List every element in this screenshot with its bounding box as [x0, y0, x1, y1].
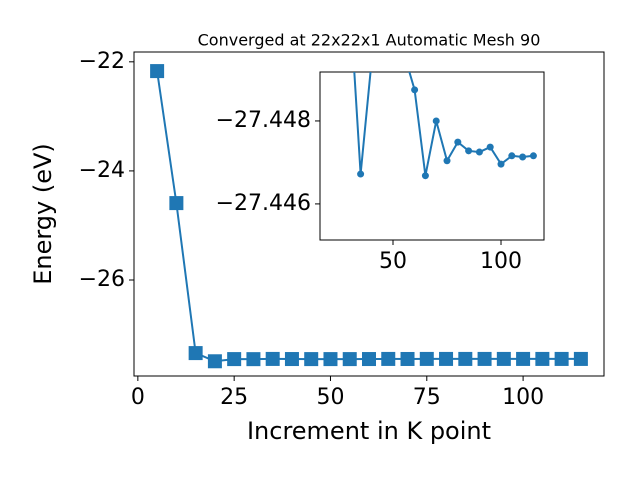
marker: [529, 152, 537, 160]
chart-title: Converged at 22x22x1 Automatic Mesh 90: [198, 31, 541, 50]
marker: [150, 64, 165, 79]
marker: [342, 352, 357, 367]
y-tick-label: −22: [79, 49, 125, 74]
x-tick-label: 50: [379, 249, 407, 274]
marker: [188, 346, 203, 361]
marker: [304, 352, 319, 367]
marker: [535, 351, 550, 366]
marker: [496, 351, 511, 366]
marker: [497, 160, 505, 168]
x-tick-label: 100: [480, 249, 522, 274]
x-tick-label: 0: [131, 385, 145, 410]
marker: [554, 351, 569, 366]
marker: [411, 86, 419, 94]
x-tick-label: 25: [220, 385, 248, 410]
x-tick-label: 75: [413, 385, 441, 410]
marker: [357, 170, 365, 178]
x-tick-label: 100: [502, 385, 544, 410]
y-tick-label: −27.448: [216, 108, 311, 133]
marker: [169, 196, 184, 211]
marker: [439, 351, 454, 366]
marker: [573, 351, 588, 366]
y-tick-label: −27.446: [216, 191, 311, 216]
marker: [265, 351, 280, 366]
marker: [454, 138, 462, 146]
marker: [362, 352, 376, 367]
marker: [284, 352, 299, 367]
y-tick-label: −26: [79, 267, 125, 292]
y-axis-label: Energy (eV): [29, 143, 57, 285]
marker: [519, 153, 527, 161]
marker: [465, 147, 473, 155]
marker: [400, 351, 415, 366]
marker: [486, 143, 494, 151]
axes-frame: [319, 71, 545, 241]
marker: [419, 351, 434, 366]
marker: [227, 352, 242, 367]
marker: [421, 172, 429, 180]
marker: [508, 152, 516, 160]
marker: [323, 352, 338, 367]
plot-area: [353, 72, 537, 180]
marker: [477, 351, 492, 366]
marker: [381, 351, 396, 366]
marker: [475, 148, 483, 156]
marker: [458, 351, 473, 366]
plot-area: [150, 64, 588, 369]
marker: [443, 157, 451, 165]
x-axis-label: Increment in K point: [247, 417, 491, 445]
marker: [432, 117, 440, 125]
y-tick-label: −24: [79, 158, 125, 183]
marker: [246, 352, 261, 367]
marker: [207, 354, 222, 369]
marker: [516, 351, 531, 366]
x-tick-label: 50: [316, 385, 344, 410]
